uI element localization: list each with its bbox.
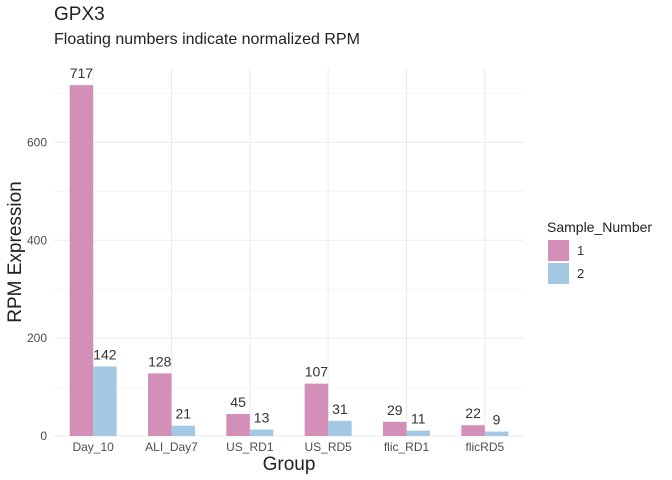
legend-label: 2 [577, 266, 584, 281]
x-tick-label: Day_10 [72, 440, 114, 454]
bar-value-label: 29 [387, 402, 403, 418]
bar-value-label: 22 [465, 405, 481, 421]
x-tick-label: ALI_Day7 [145, 440, 198, 454]
bar-labels: 717 142 128 21 45 13 107 31 29 11 22 9 [70, 65, 501, 427]
bar-value-label: 128 [148, 353, 172, 369]
y-tick-label: 600 [27, 135, 47, 149]
bar [148, 373, 172, 436]
legend-title: Sample_Number [547, 219, 652, 235]
chart-title: GPX3 [54, 4, 105, 25]
bar-value-label: 107 [305, 364, 329, 380]
bar [93, 366, 117, 436]
gridlines [54, 68, 524, 437]
y-axis-ticks: 0 200 400 600 [27, 135, 47, 443]
bar [249, 429, 274, 436]
legend: Sample_Number 1 2 [547, 219, 652, 284]
bar [406, 430, 430, 436]
y-tick-label: 400 [27, 233, 47, 247]
x-tick-label: flicRD5 [465, 440, 504, 454]
bar [304, 383, 329, 436]
bar [383, 421, 407, 436]
x-axis-title: Group [263, 454, 316, 475]
bar-value-label: 21 [175, 406, 191, 422]
y-tick-label: 0 [40, 429, 47, 443]
bar-value-label: 717 [70, 65, 94, 81]
bar-value-label: 13 [254, 410, 270, 426]
bar [69, 85, 94, 437]
bar [171, 425, 195, 436]
legend-swatch [548, 263, 569, 284]
bar [328, 420, 352, 436]
x-tick-label: US_RD1 [226, 440, 274, 454]
bar [226, 413, 250, 436]
bar-value-label: 31 [332, 401, 348, 417]
bar-value-label: 45 [230, 394, 246, 410]
bar-value-label: 142 [93, 347, 117, 363]
bar-value-label: 9 [493, 412, 501, 428]
y-axis-title: RPM Expression [5, 181, 26, 323]
bar-value-label: 11 [411, 411, 426, 427]
bar [461, 425, 485, 436]
bars [69, 85, 509, 437]
x-axis-ticks: Day_10 ALI_Day7 US_RD1 US_RD5 flic_RD1 flicRD… [72, 440, 504, 454]
y-tick-label: 200 [27, 331, 47, 345]
legend-swatch [548, 240, 569, 261]
legend-label: 1 [577, 243, 584, 258]
chart-subtitle: Floating numbers indicate normalized RPM [54, 31, 360, 48]
x-tick-label: flic_RD1 [384, 440, 430, 454]
bar [484, 431, 509, 436]
x-tick-label: US_RD5 [304, 440, 352, 454]
